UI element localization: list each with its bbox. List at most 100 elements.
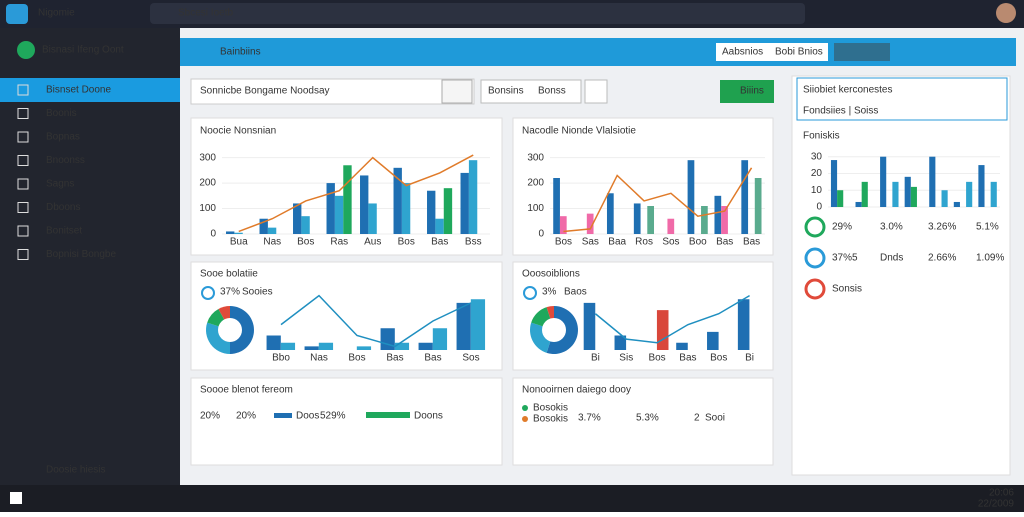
line — [594, 294, 750, 344]
pie-hole — [542, 318, 566, 342]
x-tick-label: Bi — [745, 353, 754, 364]
bar — [394, 342, 410, 350]
active-item[interactable] — [0, 78, 180, 102]
panel-title: Soooe blenot fereom — [200, 385, 293, 396]
x-tick-label: Bbo — [272, 353, 290, 364]
stat-ring — [523, 286, 537, 300]
stat: 3.7% — [578, 413, 601, 424]
y-tick-label: 0 — [538, 229, 544, 240]
address-bar[interactable] — [150, 3, 805, 24]
bar — [737, 299, 750, 350]
header-toggle[interactable] — [834, 43, 890, 61]
bar — [990, 181, 997, 207]
bar — [714, 195, 722, 234]
header-title: Bainbiins — [220, 47, 261, 58]
bar — [904, 176, 911, 207]
bar — [460, 172, 469, 234]
header-buttons[interactable] — [716, 43, 828, 61]
bar — [633, 203, 641, 234]
bar — [754, 178, 762, 234]
bar — [456, 302, 471, 350]
taskbar — [0, 485, 1024, 512]
bar — [356, 346, 372, 350]
x-tick-label: Bss — [465, 237, 482, 248]
clock: 20:06 — [989, 488, 1014, 499]
bar — [667, 218, 675, 234]
x-tick-label: Sos — [462, 353, 479, 364]
legend-dot — [522, 416, 528, 422]
line — [238, 154, 474, 233]
x-tick-label: Bas — [424, 353, 441, 364]
bar — [234, 232, 243, 234]
stat: Doons — [414, 411, 443, 422]
x-tick-label: Baa — [608, 237, 626, 248]
panel-title: Noocie Nonsnian — [200, 126, 276, 137]
x-tick-label: Nas — [263, 237, 281, 248]
bar — [435, 218, 444, 234]
chart-title: Foniskis — [803, 131, 840, 142]
start-button[interactable] — [10, 492, 22, 504]
avatar[interactable] — [996, 3, 1016, 23]
legend-entry: Bosokis — [533, 403, 568, 414]
select-text: Bonss — [538, 86, 566, 97]
bar — [304, 346, 319, 350]
action-button[interactable] — [720, 80, 774, 103]
search-text: Sonnicbe Bongame Noodsay — [200, 86, 330, 97]
x-tick-label: Bos — [348, 353, 365, 364]
stat: Sonsis — [832, 284, 862, 295]
sidebar-footer: Doosie hiesis — [46, 465, 105, 476]
search-button[interactable] — [441, 79, 473, 104]
header-button: Aabsnios — [722, 47, 763, 58]
panel-title: Ooosoiblions — [522, 269, 580, 280]
bar — [443, 188, 453, 234]
stat: 2 — [694, 413, 700, 424]
x-tick-label: Bas — [679, 353, 696, 364]
search-box[interactable] — [190, 78, 475, 105]
stat-label: Sooies — [242, 287, 273, 298]
y-tick-label: 0 — [816, 202, 822, 213]
stat: 37% — [220, 287, 240, 298]
bar — [259, 218, 268, 234]
bar — [687, 160, 695, 234]
bar — [401, 183, 411, 234]
bar — [880, 156, 887, 207]
nav-item: Bopnisi Bongbe — [46, 249, 116, 260]
stat: 2.66% — [928, 253, 956, 264]
sidebar — [0, 28, 180, 485]
stat: 5.3% — [636, 413, 659, 424]
bar — [606, 193, 614, 234]
nav-icon — [17, 84, 29, 96]
bar — [553, 178, 560, 234]
select-button[interactable] — [584, 79, 608, 104]
stat-label: Baos — [564, 287, 587, 298]
stat: 29% — [832, 222, 852, 233]
header-bar — [180, 38, 1016, 66]
select-text: Bonsins — [488, 86, 524, 97]
bar — [586, 213, 594, 234]
stat-ring — [201, 286, 215, 300]
bar — [393, 167, 402, 234]
x-tick-label: Bos — [648, 353, 665, 364]
x-tick-label: Boo — [689, 237, 707, 248]
line — [280, 294, 472, 348]
panel-subtitle: Fondsiies | Soiss — [803, 106, 878, 117]
nav-item: Bisnset Doone — [46, 85, 111, 96]
y-tick-label: 300 — [527, 152, 544, 163]
bar — [468, 160, 478, 234]
y-tick-label: 300 — [199, 152, 216, 163]
row-icon — [804, 247, 826, 269]
x-tick-label: Sos — [662, 237, 679, 248]
row-icon — [804, 278, 826, 300]
bar — [837, 190, 844, 207]
date: 22/2009 — [978, 499, 1015, 510]
nav-item: Bnoonss — [46, 155, 85, 166]
pie-hole — [218, 318, 242, 342]
nav-icon — [17, 155, 29, 166]
x-tick-label: Bas — [431, 237, 448, 248]
sidebar-title: Bisnasi Ifeng Oont — [42, 45, 124, 56]
x-tick-label: Bas — [386, 353, 403, 364]
select[interactable] — [480, 79, 582, 104]
x-tick-label: Bos — [398, 237, 415, 248]
bar — [721, 206, 728, 234]
panel-title: Nonooirnen daiego dooy — [522, 385, 631, 396]
